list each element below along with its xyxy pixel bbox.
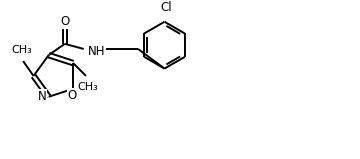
- Text: N: N: [37, 90, 46, 103]
- Text: Cl: Cl: [161, 1, 172, 14]
- Text: O: O: [68, 89, 77, 102]
- Text: O: O: [60, 15, 69, 28]
- Text: NH: NH: [87, 45, 105, 58]
- Text: CH₃: CH₃: [77, 82, 98, 92]
- Text: CH₃: CH₃: [11, 45, 32, 55]
